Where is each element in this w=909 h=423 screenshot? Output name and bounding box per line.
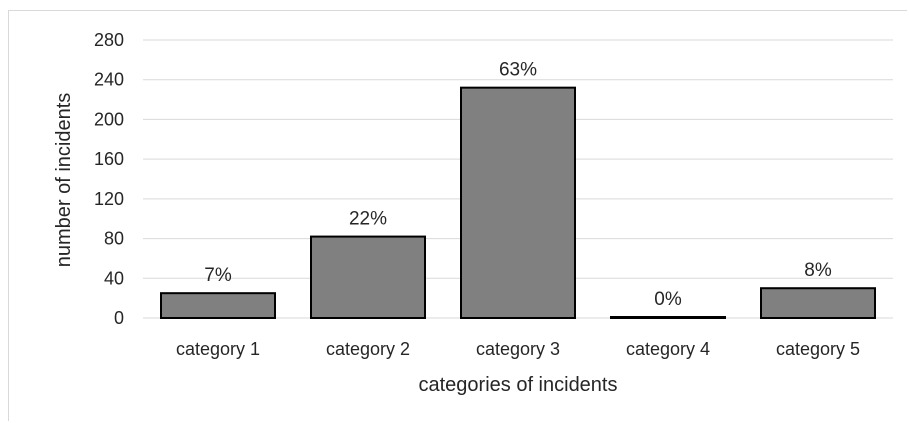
data-label: 0% [654, 289, 682, 310]
bar [460, 86, 576, 319]
data-label: 8% [804, 260, 832, 281]
y-tick-label: 160 [94, 149, 124, 169]
chart-frame [8, 10, 907, 421]
bar [310, 235, 426, 319]
y-axis-tick-labels: 0 40 80 120 160 200 240 280 [94, 30, 124, 328]
y-axis-title: number of incidents [53, 93, 75, 268]
y-tick-label: 280 [94, 30, 124, 50]
y-tick-label: 240 [94, 70, 124, 90]
y-tick-label: 40 [104, 268, 124, 288]
bar [610, 316, 726, 319]
data-label: 22% [349, 209, 387, 230]
y-tick-label: 0 [114, 308, 124, 328]
data-label: 63% [499, 60, 537, 81]
y-tick-label: 200 [94, 109, 124, 129]
data-labels: 7% 22% 63% 0% 8% [204, 60, 832, 310]
x-tick-label: category 3 [476, 339, 560, 359]
y-tick-label: 80 [104, 229, 124, 249]
x-tick-label: category 5 [776, 339, 860, 359]
bar [160, 292, 276, 319]
x-axis-tick-labels: category 1 category 2 category 3 category 4… [176, 339, 860, 359]
bar [760, 287, 876, 320]
x-tick-label: category 4 [626, 339, 710, 359]
x-tick-label: category 2 [326, 339, 410, 359]
bars [160, 86, 876, 320]
data-label: 7% [204, 265, 232, 286]
y-tick-label: 120 [94, 189, 124, 209]
x-tick-label: category 1 [176, 339, 260, 359]
x-axis-title: categories of incidents [418, 374, 617, 396]
